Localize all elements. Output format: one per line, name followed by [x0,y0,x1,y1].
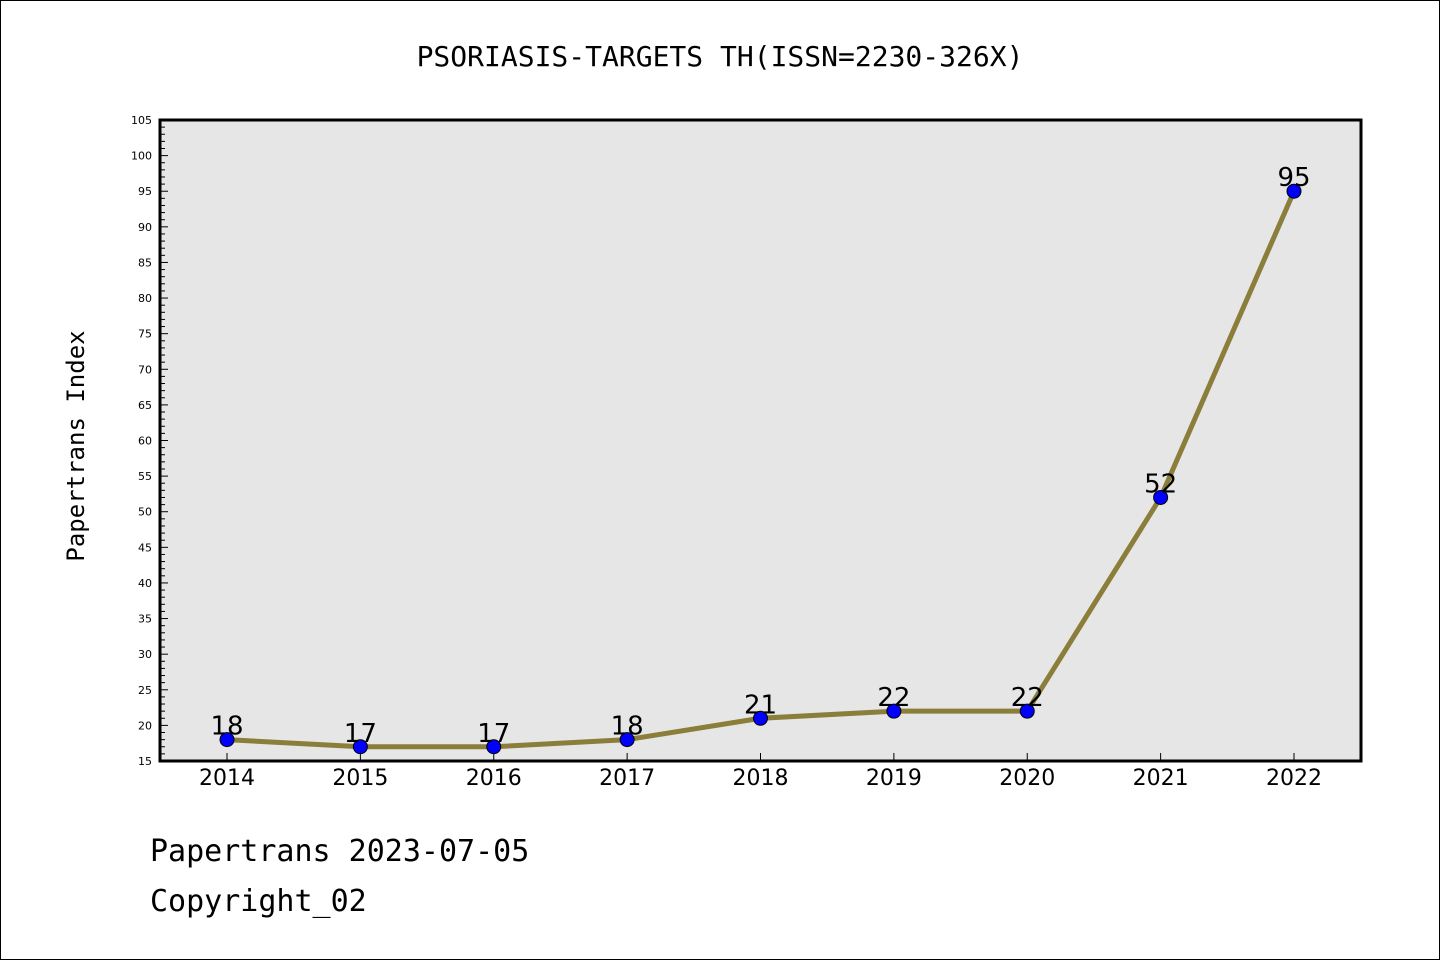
data-point [1019,703,1035,719]
data-label: 17 [477,719,510,749]
marker-group [219,183,1302,755]
x-tick-label: 2021 [1133,766,1189,791]
data-point [1286,183,1302,199]
data-point [219,732,235,748]
y-tick-label: 15 [138,755,152,768]
x-tick-label: 2015 [332,766,388,791]
data-point [619,732,635,748]
data-point [1153,489,1169,505]
x-tick-label: 2017 [599,766,655,791]
data-label-group: 18 17 17 18 21 22 22 52 95 [210,163,1310,749]
data-label: 52 [1144,469,1177,499]
data-label: 18 [611,712,644,742]
y-axis-label: Papertrans Index [62,330,90,561]
y-tick-label: 50 [138,506,152,519]
x-tick-label: 2018 [733,766,789,791]
data-point [753,710,768,726]
y-tick-label: 20 [138,719,152,732]
data-label: 18 [210,712,243,742]
plot-border [158,118,1363,763]
chart-title: PSORIASIS-TARGETS TH(ISSN=2230-326X) [417,40,1024,73]
x-tick-label: 2014 [199,766,255,791]
data-label: 21 [744,690,777,720]
y-tick-label: 45 [138,541,152,554]
y-tick-label: 40 [138,577,152,590]
data-label: 95 [1277,163,1310,193]
data-point [886,703,902,719]
data-label: 22 [877,683,910,713]
y-tick-label: 55 [138,470,152,483]
y-tick-label: 30 [138,648,152,661]
y-tick-label: 65 [138,399,152,412]
x-tick-label: 2020 [999,766,1055,791]
plot-area [160,120,1361,761]
footer-copyright: Copyright_02 [150,884,367,919]
y-tick-label: 80 [138,292,152,305]
y-tick-label: 100 [131,150,152,163]
x-tick-label: 2016 [466,766,522,791]
data-label: 17 [344,719,377,749]
x-tick-label: 2019 [866,766,922,791]
y-tick-label: 25 [138,684,152,697]
y-tick-label: 70 [138,363,152,376]
y-tick-label: 90 [138,221,152,234]
y-tick-label: 95 [138,185,152,198]
y-tick-label: 85 [138,256,152,269]
x-tick-label: 2022 [1266,766,1322,791]
data-point [486,739,502,755]
footer-date: Papertrans 2023-07-05 [150,834,530,869]
data-label: 22 [1011,683,1044,713]
y-tick-label: 75 [138,328,152,341]
y-tick-label: 105 [131,114,152,127]
data-point [352,739,368,755]
y-tick-label: 60 [138,435,152,448]
x-axis: 2014 2015 2016 2017 2018 2019 2020 2021 2022 [199,753,1322,791]
y-tick-label: 35 [138,613,152,626]
